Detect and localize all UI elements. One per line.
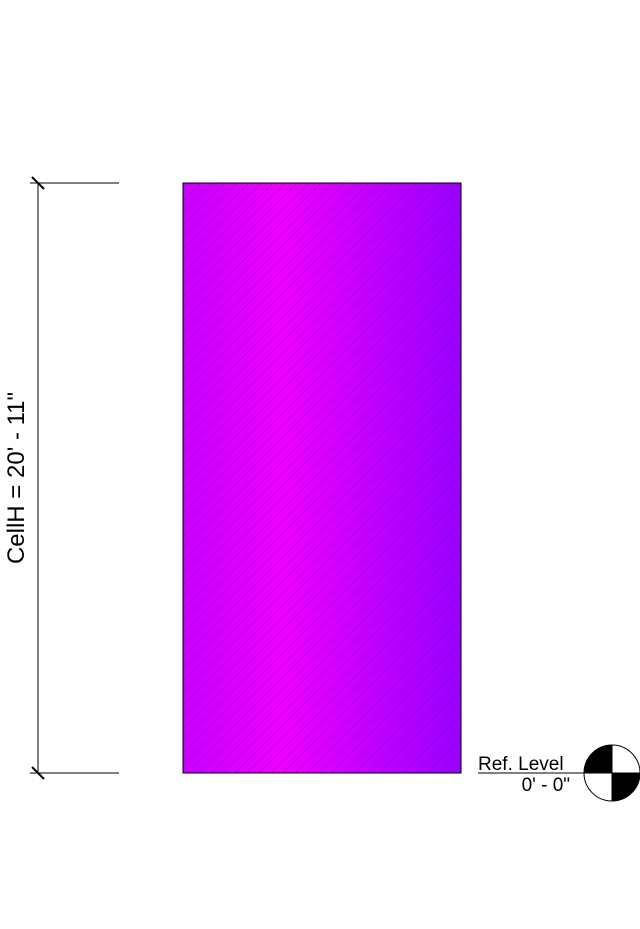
cell-outline bbox=[182, 182, 462, 774]
dimension-tick-top bbox=[31, 176, 45, 190]
dimension-label: CellH = 20' - 11" bbox=[3, 392, 30, 564]
level-name: Ref. Level bbox=[478, 754, 564, 775]
dimension-tick-bottom bbox=[31, 766, 45, 780]
cell-hatch bbox=[183, 183, 461, 773]
level-head-symbol-icon[interactable] bbox=[583, 744, 640, 802]
level-elevation: 0' - 0" bbox=[522, 775, 570, 796]
